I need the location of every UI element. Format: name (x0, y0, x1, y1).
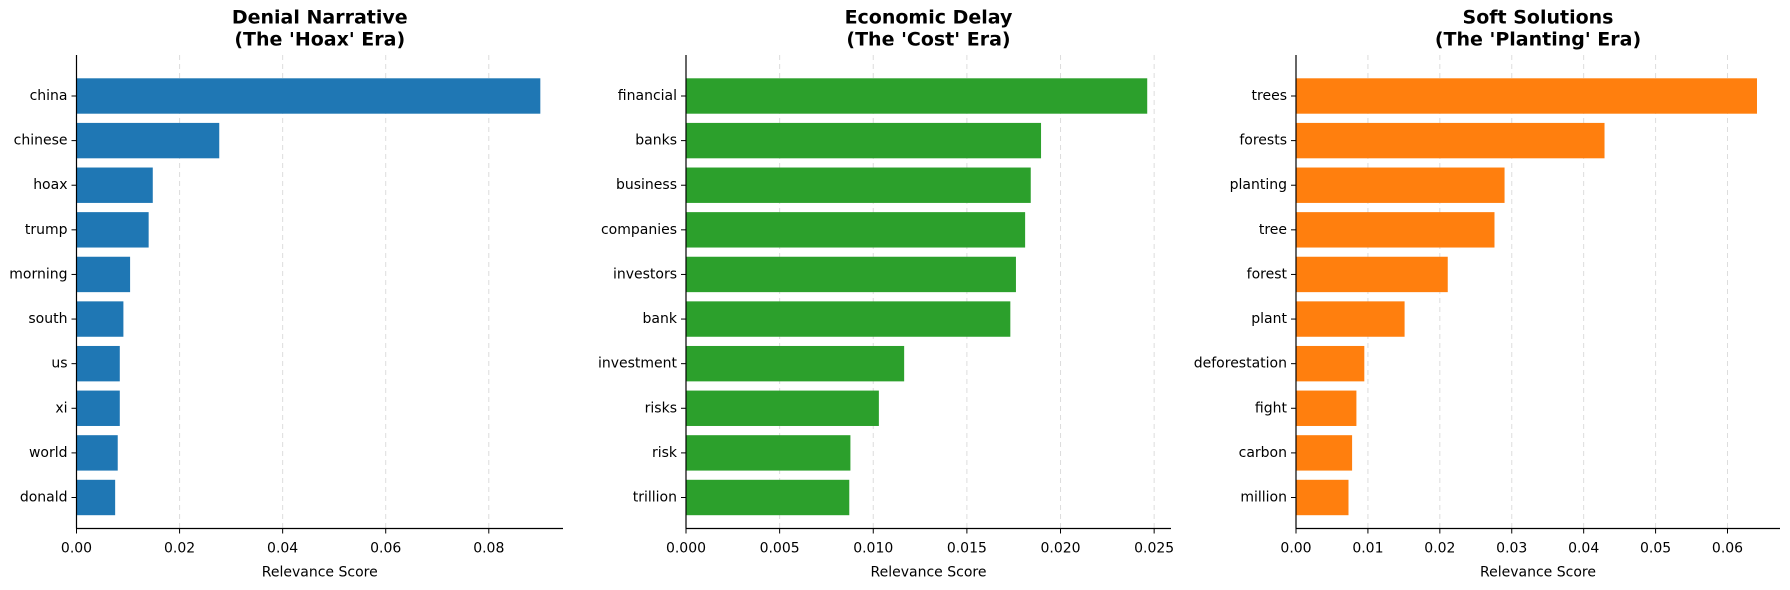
x-tick-label: 0.06 (1712, 541, 1743, 557)
y-tick-label: deforestation (1194, 356, 1287, 372)
bar (686, 256, 1016, 293)
x-tick-label: 0.02 (164, 541, 195, 557)
bar (686, 78, 1148, 114)
chart-title: Denial Narrative (232, 7, 408, 29)
y-tick-label: forest (1247, 266, 1288, 282)
y-tick-label: morning (9, 266, 67, 282)
x-tick-label: 0.025 (1134, 541, 1174, 557)
y-tick-label: trillion (633, 490, 677, 506)
x-tick-label: 0.000 (666, 541, 706, 557)
y-tick-label: risks (645, 400, 677, 416)
chart-title: Soft Solutions (1463, 7, 1614, 29)
y-tick-label: investment (598, 356, 678, 372)
y-tick-label: china (30, 88, 68, 104)
bar (1296, 212, 1495, 248)
chart-title: Economic Delay (845, 7, 1013, 29)
bar (76, 256, 131, 293)
x-tick-label: 0.01 (1352, 541, 1383, 557)
x-tick-label: 0.08 (473, 541, 504, 557)
bar (1296, 122, 1605, 159)
x-tick-label: 0.03 (1496, 541, 1527, 557)
y-tick-label: bank (643, 311, 678, 327)
bar (76, 479, 116, 516)
y-tick-label: carbon (1239, 445, 1287, 461)
bar (1296, 167, 1505, 203)
bar (1296, 345, 1365, 382)
bar (76, 167, 153, 203)
bar (76, 345, 120, 382)
bar (76, 301, 124, 337)
y-tick-label: donald (20, 490, 68, 506)
bar (686, 435, 851, 471)
bar (76, 435, 118, 471)
bar (686, 479, 850, 516)
x-axis-label: Relevance Score (262, 565, 378, 581)
x-tick-label: 0.06 (370, 541, 401, 557)
y-tick-label: tree (1259, 222, 1287, 238)
bar (76, 390, 120, 426)
y-tick-label: us (51, 356, 67, 372)
y-tick-label: trees (1252, 88, 1287, 104)
bar (1296, 78, 1757, 114)
bar (76, 212, 149, 248)
bar (686, 167, 1031, 203)
bar (686, 212, 1026, 248)
y-tick-label: companies (601, 222, 677, 238)
y-tick-label: fight (1255, 400, 1288, 416)
y-tick-label: world (29, 445, 68, 461)
bar (686, 345, 905, 382)
x-tick-label: 0.010 (853, 541, 893, 557)
y-tick-label: chinese (14, 133, 68, 149)
x-axis-label: Relevance Score (1480, 565, 1596, 581)
bar (1296, 390, 1357, 426)
bar (686, 122, 1042, 159)
y-tick-label: forests (1239, 133, 1287, 149)
y-tick-label: financial (618, 88, 677, 104)
y-tick-label: plant (1251, 311, 1287, 327)
y-tick-label: banks (635, 133, 677, 149)
x-tick-label: 0.05 (1640, 541, 1671, 557)
x-tick-label: 0.015 (947, 541, 987, 557)
y-tick-label: xi (55, 400, 67, 416)
y-tick-label: trump (25, 222, 68, 238)
bar (686, 301, 1011, 337)
x-tick-label: 0.02 (1424, 541, 1455, 557)
bar (76, 78, 541, 114)
bar (1296, 435, 1353, 471)
chart-title: (The 'Cost' Era) (846, 29, 1010, 51)
y-tick-label: hoax (33, 177, 67, 193)
y-tick-label: million (1240, 490, 1287, 506)
bar (1296, 256, 1448, 293)
x-tick-label: 0.00 (1280, 541, 1311, 557)
x-tick-label: 0.005 (760, 541, 800, 557)
chart-title: (The 'Hoax' Era) (234, 29, 405, 51)
bar (686, 390, 879, 426)
y-tick-label: risk (652, 445, 678, 461)
x-tick-label: 0.020 (1040, 541, 1080, 557)
x-tick-label: 0.04 (267, 541, 298, 557)
bar (1296, 479, 1349, 516)
bar (76, 122, 220, 159)
y-tick-label: south (28, 311, 67, 327)
bar (1296, 301, 1405, 337)
x-tick-label: 0.04 (1568, 541, 1599, 557)
y-tick-label: business (616, 177, 677, 193)
y-tick-label: investors (613, 266, 677, 282)
x-axis-label: Relevance Score (871, 565, 987, 581)
x-tick-label: 0.00 (61, 541, 92, 557)
y-tick-label: planting (1230, 177, 1287, 193)
chart-title: (The 'Planting' Era) (1435, 29, 1641, 51)
